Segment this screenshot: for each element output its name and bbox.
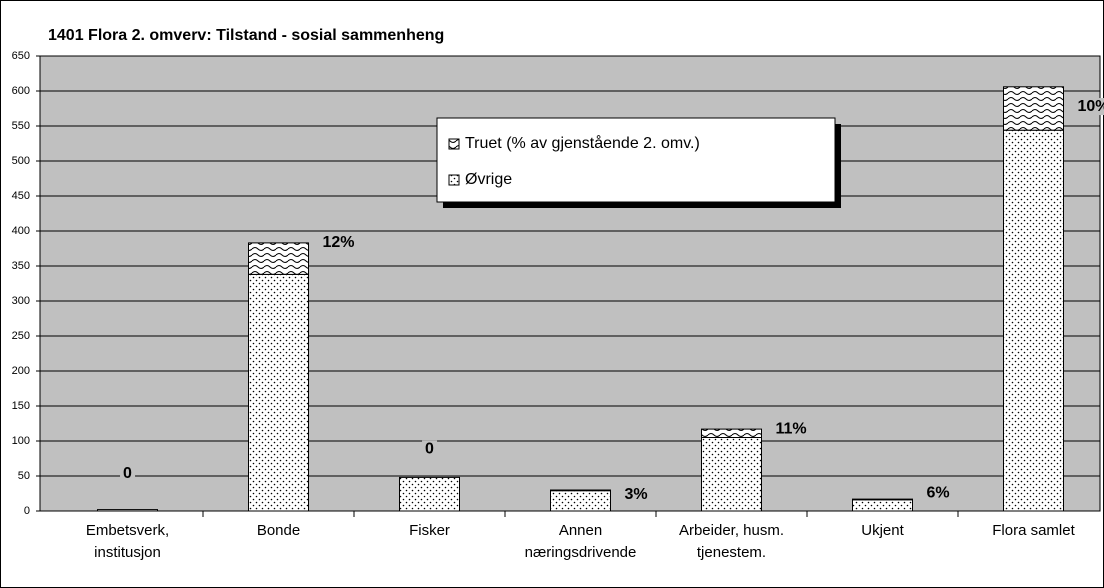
legend-swatch <box>448 174 460 186</box>
y-tick-label: 350 <box>12 260 30 272</box>
legend-box <box>436 117 836 203</box>
y-tick-label: 400 <box>12 225 30 237</box>
bar-segment <box>852 499 913 512</box>
annotation: 12% <box>323 234 355 251</box>
annotation: 11% <box>776 420 807 437</box>
y-tick-label: 150 <box>12 400 30 412</box>
bar-segment <box>550 490 611 512</box>
y-tick-label: 100 <box>12 435 30 447</box>
x-tick-label: Flora samlet <box>992 522 1075 539</box>
annotation-group: 0 <box>120 464 136 482</box>
annotation-group: 0 <box>422 440 438 458</box>
x-tick-label: Embetsverk, institusjon <box>85 522 170 561</box>
y-tick-label: 500 <box>12 155 30 167</box>
y-tick-label: 650 <box>12 50 30 62</box>
bar-segment <box>399 476 460 512</box>
annotation-group: 12% <box>319 234 358 252</box>
bar-segment <box>550 489 611 492</box>
x-tick-label: Ukjent <box>861 522 904 539</box>
annotation-group: 10% <box>1074 98 1104 116</box>
legend: Truet (% av gjenstående 2. omv.) Øvrige <box>436 117 841 208</box>
x-tick-label: Fisker <box>409 522 450 539</box>
annotation: 0 <box>425 441 434 458</box>
annotation: 0 <box>123 465 132 482</box>
y-tick-label: 250 <box>12 330 30 342</box>
bar-segment <box>248 242 309 275</box>
annotation-bg <box>422 440 438 458</box>
legend-swatch <box>448 138 460 150</box>
bar-segment <box>701 437 762 512</box>
annotation-bg <box>1074 98 1104 116</box>
annotation-group: 3% <box>621 486 651 504</box>
y-tick-label: 600 <box>12 85 30 97</box>
annotation-bg <box>319 234 358 252</box>
y-tick-label: 50 <box>18 470 30 482</box>
x-tick-label: Annen næringsdrivende <box>524 522 637 561</box>
annotation: 6% <box>927 484 950 501</box>
annotation: 3% <box>625 486 648 503</box>
annotation-bg <box>621 486 651 504</box>
chart-title: 1401 Flora 2. omverv: Tilstand - sosial … <box>48 27 444 44</box>
bar-segment <box>97 509 158 512</box>
y-tick-label: 0 <box>24 505 30 517</box>
annotation-group: 6% <box>923 484 953 502</box>
bar-segment <box>852 498 913 501</box>
y-tick-label: 450 <box>12 190 30 202</box>
x-tick-label: Arbeider, husm. tjenestem. <box>678 522 785 561</box>
annotation-bg <box>923 484 953 502</box>
bar-segment <box>1003 86 1064 131</box>
legend-label: Øvrige <box>465 171 512 188</box>
bar-segment <box>701 428 762 439</box>
annotation-bg <box>120 464 136 482</box>
y-tick-label: 550 <box>12 120 30 132</box>
y-tick-label: 300 <box>12 295 30 307</box>
bar-segment <box>1003 129 1064 512</box>
annotation-group: 11% <box>772 420 810 438</box>
legend-label: Truet (% av gjenstående 2. omv.) <box>465 134 700 152</box>
bar-segment <box>248 273 309 512</box>
annotation: 10% <box>1078 98 1104 115</box>
x-tick-label: Bonde <box>256 522 301 539</box>
annotation-bg <box>772 420 810 438</box>
y-tick-label: 200 <box>12 365 30 377</box>
